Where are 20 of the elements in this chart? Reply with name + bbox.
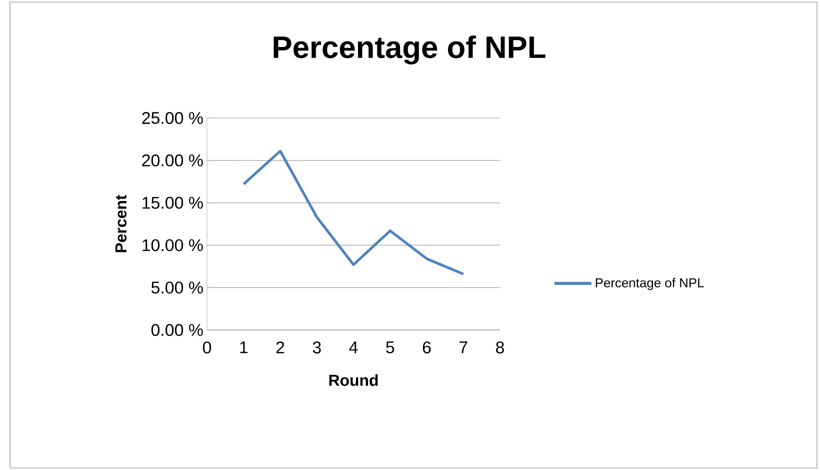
legend-label: Percentage of NPL	[596, 278, 704, 290]
x-tick-label: 4	[349, 341, 358, 354]
chart-title: Percentage of NPL	[274, 36, 546, 64]
x-tick-label: 1	[240, 341, 248, 354]
x-tick-label: 2	[276, 341, 284, 354]
x-tick-label: 3	[312, 341, 321, 354]
y-tick-label: 10.00 %	[142, 239, 203, 252]
x-tick-label: 6	[422, 341, 431, 354]
y-tick-label: 5.00 %	[151, 282, 203, 294]
line-series	[242, 150, 465, 276]
y-tick-label: 15.00 %	[142, 196, 203, 209]
x-tick-label: 0	[202, 341, 212, 354]
y-tick-label: 25.00 %	[142, 112, 203, 124]
x-axis-title: Round	[329, 374, 378, 386]
x-tick-label: 7	[460, 341, 468, 354]
x-tick-label: 5	[386, 341, 394, 354]
y-tick-label: 20.00 %	[142, 154, 203, 166]
y-tick-label: 0.00 %	[151, 324, 203, 336]
y-axis-title: Percent	[115, 194, 127, 252]
x-tick-label: 8	[496, 341, 504, 354]
